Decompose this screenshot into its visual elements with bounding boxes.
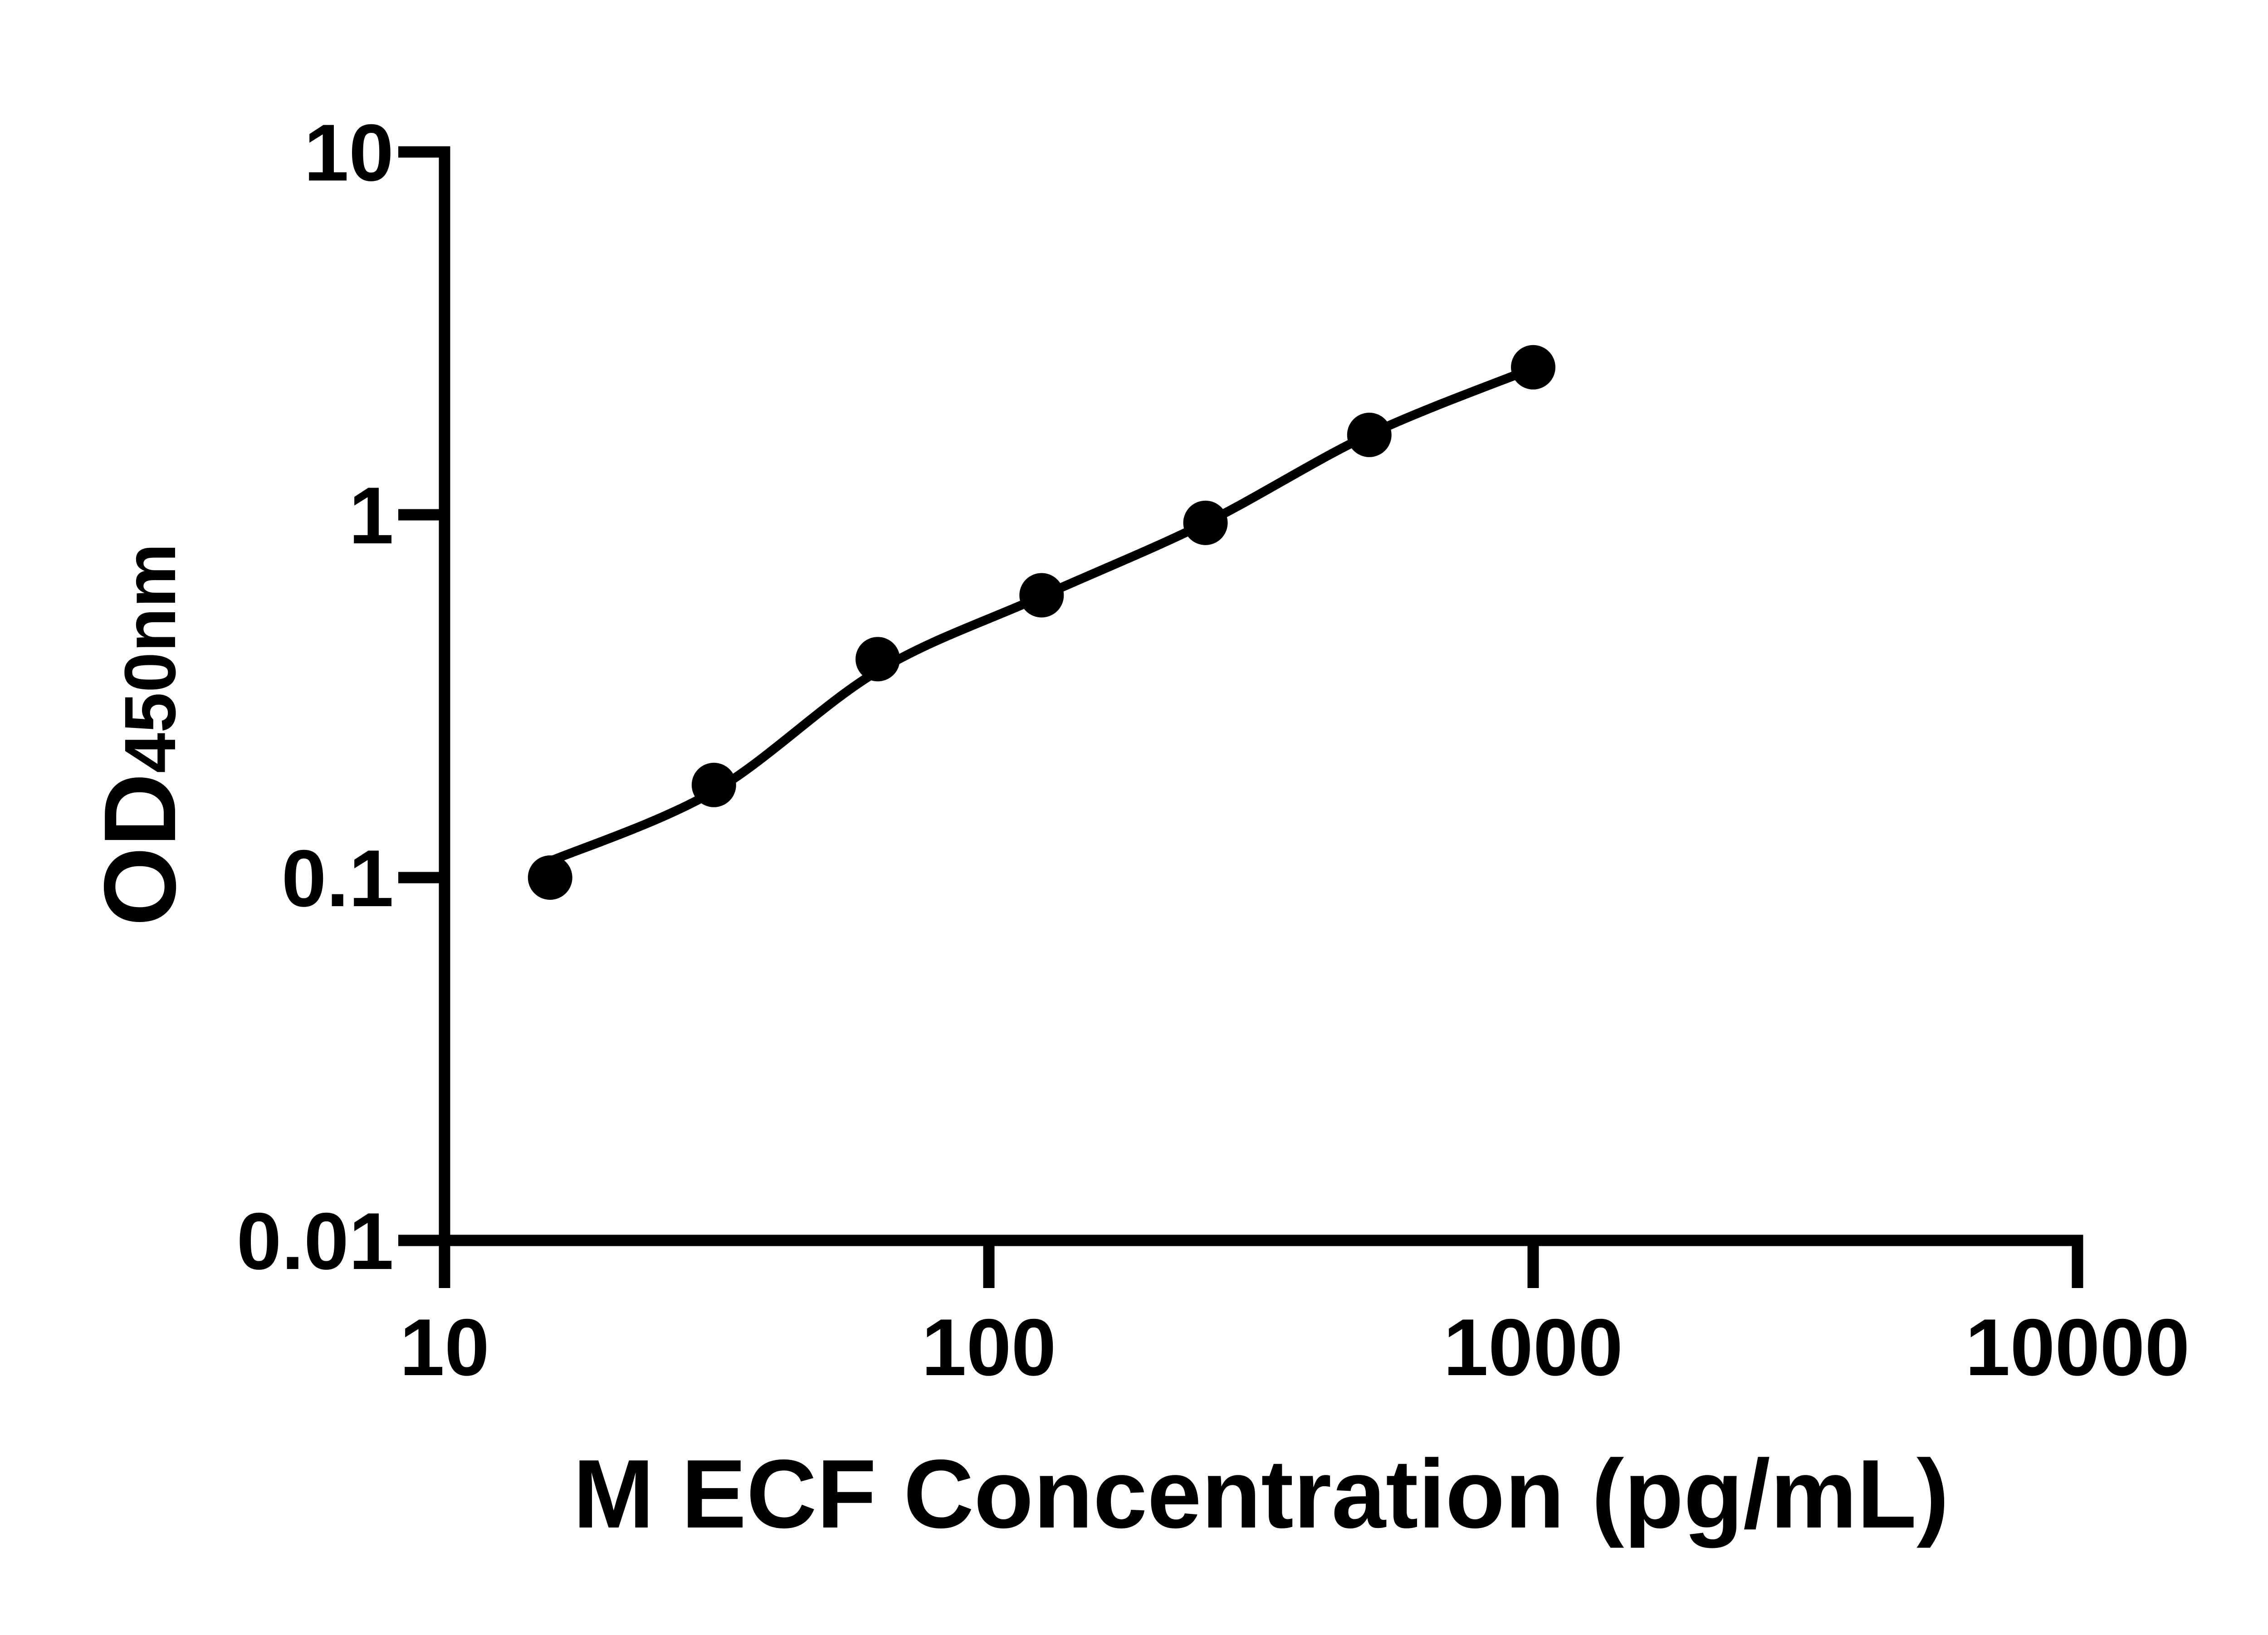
- axes-layer: [398, 146, 2083, 1288]
- x-tick-label: 10000: [1965, 1302, 2190, 1392]
- x-tick-label: 100: [922, 1302, 1056, 1392]
- data-point: [1511, 345, 1555, 390]
- plot-layer: [528, 345, 1555, 900]
- y-axis-title: OD450nm: [83, 543, 197, 926]
- x-axis-title: M ECF Concentration (pg/mL): [573, 1439, 1949, 1548]
- y-tick-label: 0.1: [282, 833, 394, 923]
- y-tick-label: 10: [304, 107, 394, 198]
- data-point: [1183, 500, 1228, 545]
- y-tick-label: 1: [349, 470, 394, 561]
- x-tick-label: 1000: [1443, 1302, 1623, 1392]
- x-tick-label: 10: [400, 1302, 489, 1392]
- data-point: [1347, 412, 1392, 457]
- y-axis-title-text: OD: [83, 773, 197, 927]
- data-point: [528, 855, 572, 900]
- y-tick-label: 0.01: [237, 1196, 394, 1286]
- y-axis-title-subscript: 450nm: [109, 543, 191, 773]
- x-axis-title-text: M ECF Concentration (pg/mL): [573, 1439, 1949, 1548]
- data-point: [691, 762, 736, 807]
- data-point: [855, 637, 900, 682]
- data-point: [1019, 573, 1064, 618]
